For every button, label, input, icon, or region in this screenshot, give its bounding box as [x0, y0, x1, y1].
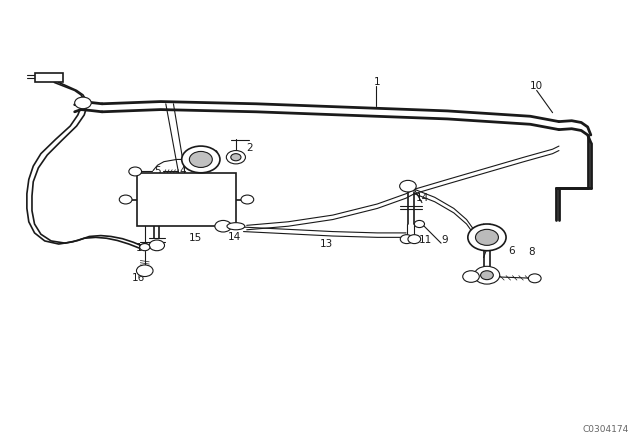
Circle shape	[227, 151, 246, 164]
Circle shape	[140, 244, 150, 251]
Text: 11: 11	[419, 235, 432, 245]
Text: 9: 9	[441, 235, 447, 245]
Text: C0304174: C0304174	[583, 425, 629, 434]
Text: 16: 16	[132, 273, 145, 283]
Circle shape	[399, 181, 416, 192]
Text: 13: 13	[320, 239, 333, 249]
Circle shape	[529, 274, 541, 283]
Circle shape	[75, 97, 92, 109]
Circle shape	[481, 271, 493, 280]
Circle shape	[119, 195, 132, 204]
Text: 5: 5	[154, 167, 161, 177]
Circle shape	[400, 235, 413, 244]
Circle shape	[182, 146, 220, 173]
Circle shape	[241, 195, 253, 204]
Circle shape	[414, 220, 424, 228]
Circle shape	[468, 224, 506, 251]
Text: 4: 4	[180, 166, 186, 176]
Bar	[137, 173, 236, 226]
Text: 14: 14	[227, 233, 241, 242]
Circle shape	[129, 167, 141, 176]
Text: 12: 12	[408, 235, 421, 245]
Text: 1: 1	[374, 77, 381, 86]
Circle shape	[474, 266, 500, 284]
Text: 7: 7	[481, 250, 487, 260]
Circle shape	[476, 229, 499, 246]
Circle shape	[215, 220, 232, 232]
Circle shape	[231, 154, 241, 161]
Text: 10: 10	[530, 81, 543, 91]
Text: 15: 15	[189, 233, 202, 243]
Circle shape	[463, 271, 479, 282]
Text: 8: 8	[528, 247, 535, 257]
Text: 3: 3	[212, 150, 218, 160]
Text: 2: 2	[246, 143, 253, 153]
Text: 6: 6	[508, 246, 515, 256]
Circle shape	[408, 235, 420, 244]
Bar	[35, 73, 63, 82]
Ellipse shape	[227, 223, 245, 230]
Text: 14: 14	[415, 193, 429, 203]
Circle shape	[149, 240, 164, 251]
Circle shape	[136, 265, 153, 276]
Text: 17: 17	[136, 243, 150, 254]
Circle shape	[189, 151, 212, 168]
